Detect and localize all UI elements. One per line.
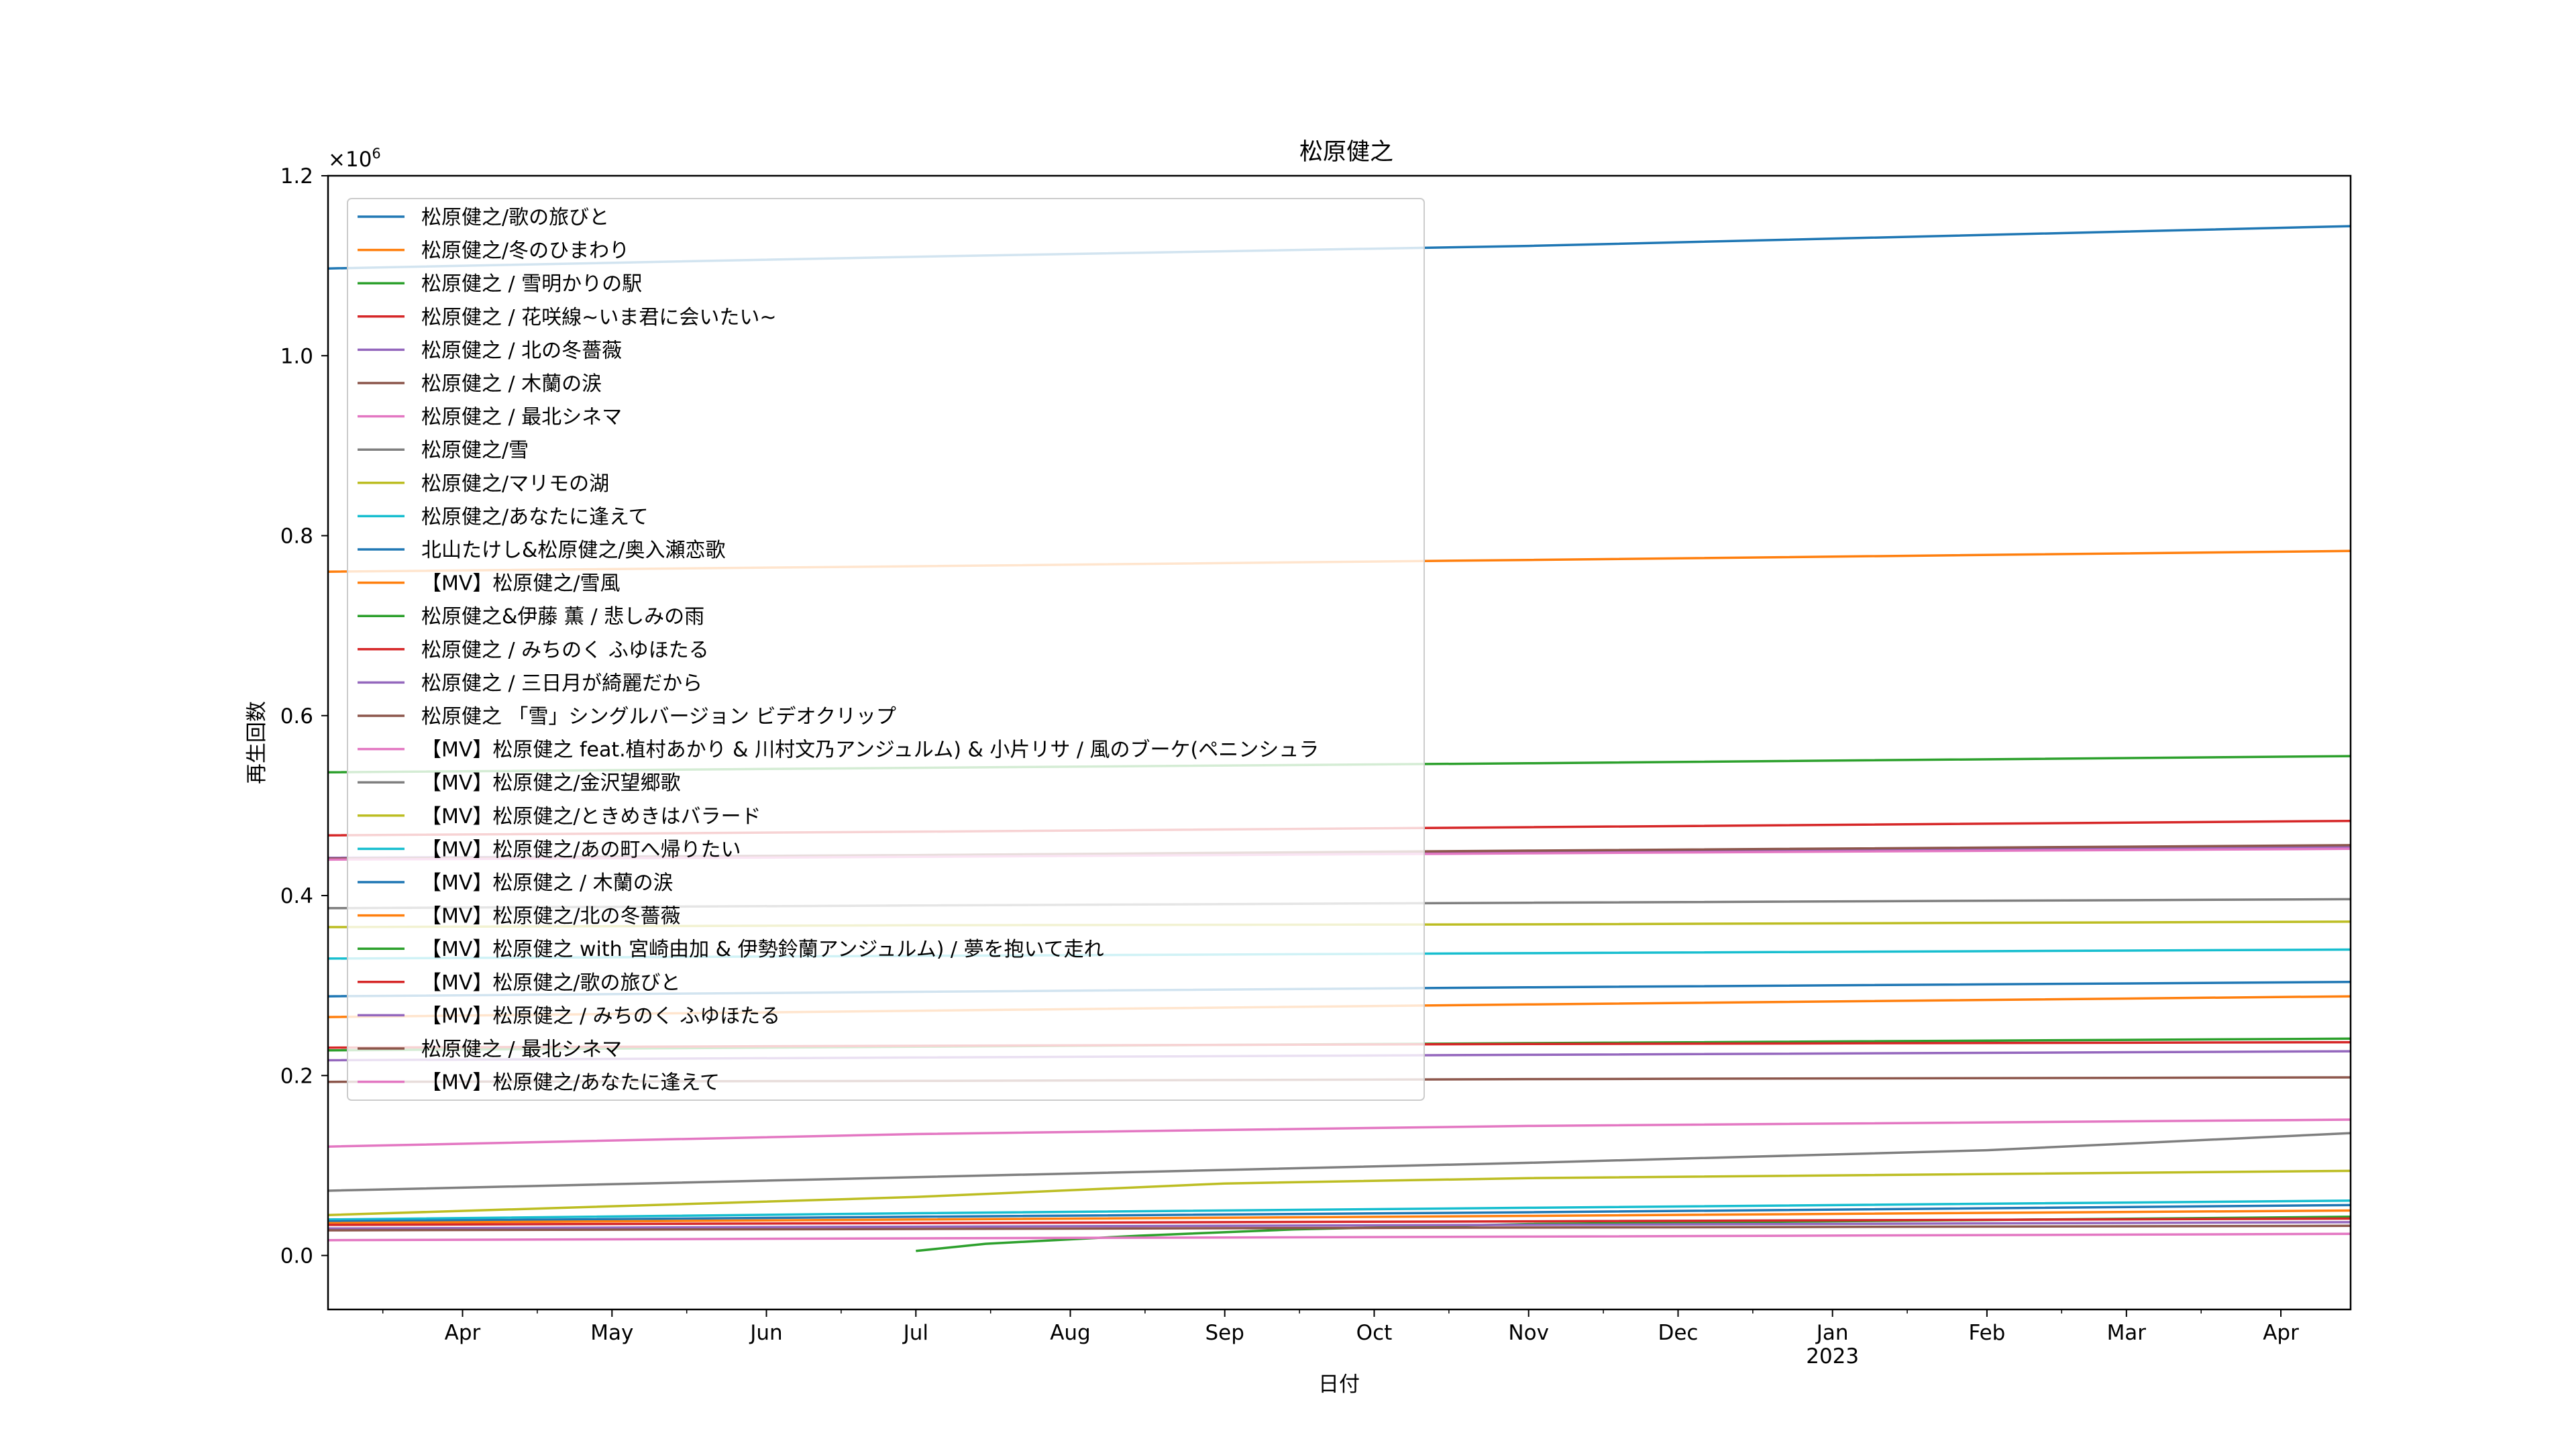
x-tick-label: Apr	[2263, 1321, 2299, 1345]
x-tick-label: Dec	[1658, 1321, 1698, 1345]
y-tick-label: 1.2	[280, 164, 313, 189]
legend-label: 松原健之 / 花咲線~いま君に会いたい~	[421, 306, 776, 329]
y-tick-label: 1.0	[280, 344, 313, 368]
y-tick-label: 0.0	[280, 1244, 313, 1269]
x-tick-label: Mar	[2107, 1321, 2147, 1345]
x-tick-label: Nov	[1508, 1321, 1549, 1345]
legend-label: 【MV】松原健之 / 木蘭の涙	[421, 871, 674, 895]
legend-label: 【MV】松原健之/金沢望郷歌	[421, 771, 681, 795]
y-tick-label: 0.8	[280, 525, 313, 549]
y-axis-label: 再生回数	[245, 701, 269, 784]
x-tick-label: Jul	[902, 1321, 928, 1345]
x-tick-label: Apr	[445, 1321, 481, 1345]
legend-label: 松原健之/冬のひまわり	[421, 239, 629, 263]
legend-label: 【MV】松原健之/あなたに逢えて	[421, 1071, 720, 1095]
legend-label: 【MV】松原健之/雪風	[421, 572, 621, 596]
series-line-24	[327, 1217, 2351, 1226]
chart-title: 松原健之	[1299, 139, 1393, 166]
legend-label: 松原健之 / 三日月が綺麗だから	[421, 672, 702, 695]
series-line-17	[327, 1118, 2351, 1148]
series-line-19	[327, 1169, 2351, 1216]
legend-label: 松原健之 / 雪明かりの駅	[421, 272, 642, 296]
legend-label: 松原健之/あなたに逢えて	[421, 505, 649, 529]
x-tick-label: May	[590, 1321, 633, 1345]
series-line-22	[327, 1209, 2351, 1224]
y-axis: 0.0 0.2 0.4 0.6 0.8 1.0 1.2	[280, 164, 328, 1269]
legend-label: 北山たけし&松原健之/奥入瀬恋歌	[421, 539, 726, 562]
legend-label: 松原健之 / 最北シネマ	[421, 1038, 622, 1061]
legend-label: 松原健之 / 木蘭の涙	[421, 372, 602, 396]
legend-label: 松原健之/マリモの湖	[421, 472, 609, 496]
series-line-25	[327, 1221, 2351, 1230]
x-tick-label: Feb	[1968, 1321, 2005, 1345]
legend-label: 松原健之&伊藤 薫 / 悲しみの雨	[421, 605, 704, 629]
x-tick-label: Sep	[1205, 1321, 1244, 1345]
y-tick-label: 0.6	[280, 704, 313, 729]
legend-label: 松原健之 / 最北シネマ	[421, 406, 622, 429]
x-tick-label: Jan	[1815, 1321, 1849, 1345]
series-line-21	[327, 1203, 2351, 1223]
legend-label: 【MV】松原健之/北の冬薔薇	[421, 905, 681, 928]
legend-label: 松原健之 / みちのく ふゆほたる	[421, 639, 709, 662]
series-line-18	[327, 1132, 2351, 1192]
x-axis-label: 日付	[1318, 1373, 1360, 1397]
series-line-23	[916, 1216, 2351, 1252]
series-line-27	[327, 1232, 2351, 1242]
legend-label: 【MV】松原健之 / みちのく ふゆほたる	[421, 1004, 780, 1028]
x-tick-label: Jun	[749, 1321, 782, 1345]
legend-label: 松原健之 / 北の冬薔薇	[421, 339, 622, 362]
x-year-label: 2023	[1806, 1344, 1859, 1368]
legend-label: 松原健之/歌の旅びと	[421, 206, 609, 229]
x-axis: Apr May Jun Jul Aug Sep Oct Nov Dec Jan Feb Mar Apr 2…	[382, 1309, 2299, 1368]
series-line-20	[327, 1199, 2351, 1221]
legend-label: 松原健之/雪	[421, 439, 529, 462]
legend-label: 【MV】松原健之/歌の旅びと	[421, 971, 681, 995]
x-tick-label: Oct	[1356, 1321, 1393, 1345]
y-tick-label: 0.4	[280, 884, 313, 908]
plot-frame	[327, 174, 2352, 1311]
y-scale-label: ×106	[328, 146, 381, 172]
legend-label: 【MV】松原健之 with 宮崎由加 & 伊勢鈴蘭アンジュルム) / 夢を抱いて…	[421, 938, 1104, 961]
series-line-26	[327, 1224, 2351, 1232]
legend-label: 【MV】松原健之/あの町へ帰りたい	[421, 838, 741, 861]
x-tick-label: Aug	[1050, 1321, 1091, 1345]
legend-label: 【MV】松原健之 feat.植村あかり & 川村文乃アンジュルム) & 小片リサ…	[421, 739, 1319, 762]
legend-label: 松原健之 「雪」シングルバージョン ビデオクリップ	[421, 705, 896, 729]
legend-label: 【MV】松原健之/ときめきはバラード	[421, 805, 761, 828]
legend-box	[347, 198, 1425, 1101]
y-tick-label: 0.2	[280, 1064, 313, 1088]
